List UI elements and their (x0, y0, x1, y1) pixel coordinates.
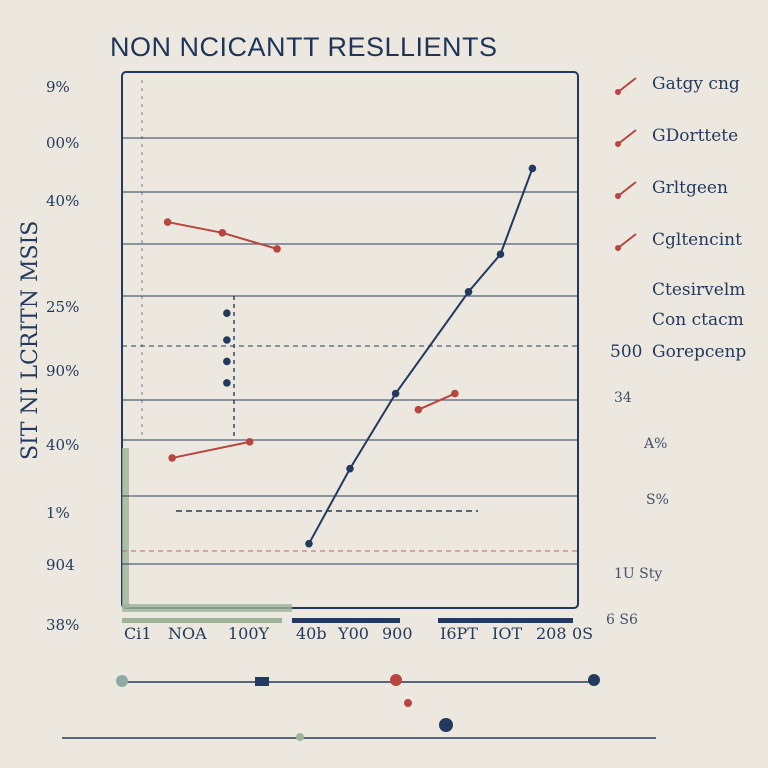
data-point (218, 229, 227, 237)
data-point (528, 164, 537, 173)
data-point (223, 309, 231, 318)
data-point (273, 245, 281, 253)
series-line (308, 168, 534, 545)
data-point (451, 389, 459, 398)
legend-item: GDorttete (652, 126, 739, 146)
y-tick-label: 9% (46, 78, 70, 96)
slider-handle (439, 718, 453, 732)
y-tick-label: 00% (46, 134, 80, 152)
y-tick-label: 40% (46, 192, 80, 210)
x-axis-segment (438, 618, 573, 623)
data-point (223, 379, 231, 387)
legend-marker (617, 233, 637, 249)
y-tick-label: 1% (46, 504, 70, 522)
slider-handle (588, 674, 600, 686)
series-line (171, 440, 250, 459)
y-tick-label: 25% (46, 298, 80, 316)
data-point (223, 336, 231, 344)
legend-marker-dot (615, 245, 621, 251)
slider-handle (390, 674, 402, 686)
legend-item: Gatgy cng (652, 74, 740, 94)
series-line (417, 392, 456, 411)
plot-frame (121, 71, 579, 609)
x-tick-label: 208 (536, 624, 567, 643)
y-tick-label: 40% (46, 436, 80, 454)
data-point (346, 464, 354, 473)
x-tick-label: IOT (492, 624, 523, 643)
x-tick-label: 900 (382, 624, 413, 643)
legend-marker-dot (615, 89, 621, 95)
legend-item: Gorepcenp (652, 342, 747, 362)
legend-marker-dot (615, 193, 621, 199)
data-point (163, 218, 172, 226)
legend-item: Con ctacm (652, 310, 744, 330)
data-point (391, 389, 400, 398)
side-note: A% (644, 436, 668, 452)
legend-marker-dot (615, 141, 621, 147)
y-tick-label: 90% (46, 362, 80, 380)
x-tick-label: 100Y (228, 624, 270, 643)
x-tick-label: NOA (168, 624, 207, 643)
legend-item: Cgltencint (652, 230, 742, 250)
x-tick-label: 0S (572, 624, 594, 643)
slider-marker (404, 699, 412, 707)
legend-marker (617, 77, 637, 93)
side-note: 500 (610, 342, 643, 362)
y-tick-label: 38% (46, 616, 80, 634)
legend-item: Ctesirvelm (652, 280, 746, 300)
data-point (245, 438, 254, 446)
slider-handle (296, 733, 304, 741)
data-point (223, 357, 231, 366)
side-note: 6 S6 (606, 612, 638, 628)
legend-marker (617, 129, 637, 145)
x-tick-label: Ci1 (124, 624, 152, 643)
slider-handle (255, 677, 269, 686)
side-note: S% (646, 492, 669, 508)
x-tick-label: 40b (296, 624, 327, 643)
data-point (305, 539, 313, 548)
x-tick-label: I6PT (440, 624, 478, 643)
legend-item: Grltgeen (652, 178, 728, 198)
bottom-accent-band (122, 604, 292, 612)
data-point (414, 405, 423, 414)
x-tick-label: Y00 (338, 624, 369, 643)
left-accent-band (122, 448, 129, 608)
legend-marker (617, 181, 637, 197)
data-point (168, 454, 176, 462)
chart-title: NON NCICANTT RESLLIENTS (110, 32, 498, 62)
side-note: 1U Sty (614, 566, 663, 582)
side-note: 34 (614, 390, 632, 406)
x-axis-segment (122, 618, 282, 623)
y-tick-label: 904 (46, 556, 75, 574)
data-point (464, 287, 473, 296)
x-axis-segment (292, 618, 400, 623)
data-point (496, 250, 505, 259)
slider-handle (116, 675, 128, 687)
